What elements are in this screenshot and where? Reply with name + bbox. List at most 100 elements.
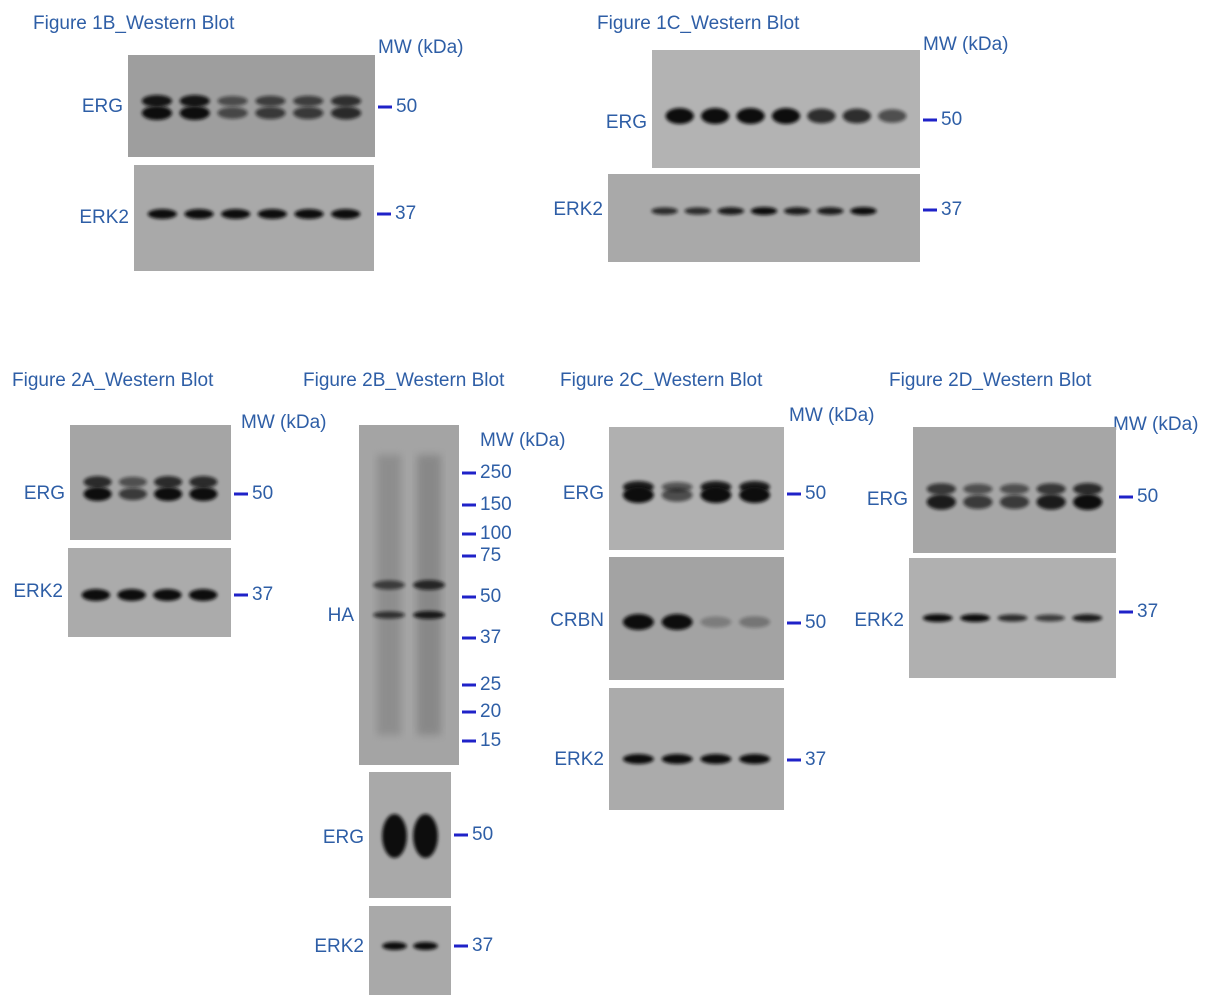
blot-image: [609, 427, 784, 550]
figure-title: Figure 1C_Western Blot: [597, 13, 800, 34]
mw-label: MW (kDa): [378, 37, 463, 58]
blot-image: [369, 906, 451, 995]
band: [413, 611, 445, 619]
blot-image: [359, 425, 459, 765]
band: [1000, 484, 1029, 495]
marker-label: 150: [480, 494, 512, 515]
blot-image: [369, 772, 451, 898]
band: [623, 487, 654, 503]
figure-title: Figure 2A_Western Blot: [12, 370, 214, 391]
band: [148, 209, 177, 219]
band: [1035, 614, 1065, 621]
marker-label: 50: [805, 483, 826, 504]
band: [294, 209, 323, 219]
band: [154, 487, 182, 501]
marker-label: 20: [480, 701, 501, 722]
band: [651, 207, 678, 214]
mw-label: MW (kDa): [1113, 414, 1198, 435]
band: [180, 95, 210, 107]
marker-label: 50: [396, 96, 417, 117]
band: [382, 814, 407, 858]
band: [84, 487, 112, 501]
marker-label: 37: [1137, 601, 1158, 622]
band: [331, 107, 361, 120]
band: [923, 614, 953, 622]
band: [331, 209, 360, 219]
band: [662, 488, 693, 501]
band: [751, 207, 778, 215]
marker-label: 25: [480, 674, 501, 695]
blot-image: [609, 688, 784, 810]
marker-label: 37: [252, 584, 273, 605]
band: [217, 107, 247, 119]
protein-label: ERG: [323, 827, 364, 848]
marker-label: 50: [805, 612, 826, 633]
band: [623, 754, 654, 764]
band: [927, 483, 956, 495]
marker-label: 50: [941, 109, 962, 130]
band: [784, 207, 811, 215]
band: [1036, 494, 1065, 509]
band: [217, 96, 247, 106]
band: [154, 476, 182, 488]
protein-label: ERK2: [854, 610, 904, 631]
blot-background: [609, 688, 784, 810]
protein-label: ERG: [24, 483, 65, 504]
band: [736, 108, 764, 124]
band: [772, 108, 800, 124]
band: [255, 107, 285, 119]
marker-label: 50: [1137, 486, 1158, 507]
band: [623, 614, 654, 630]
protein-label: ERK2: [554, 749, 604, 770]
marker-label: 37: [941, 199, 962, 220]
band: [963, 495, 992, 509]
marker-label: 15: [480, 730, 501, 751]
marker-label: 250: [480, 462, 512, 483]
band: [1073, 483, 1102, 495]
band: [255, 96, 285, 107]
blot-image: [652, 50, 920, 168]
band: [963, 484, 992, 495]
protein-label: ERG: [606, 112, 647, 133]
band: [718, 207, 745, 215]
marker-label: 50: [252, 483, 273, 504]
band: [998, 614, 1028, 621]
marker-label: 37: [395, 203, 416, 224]
figure-title: Figure 2C_Western Blot: [560, 370, 763, 391]
blot-image: [609, 557, 784, 680]
marker-label: 50: [472, 824, 493, 845]
band: [701, 108, 729, 124]
band: [1036, 483, 1065, 495]
band: [413, 814, 438, 858]
protein-label: ERG: [563, 483, 604, 504]
band: [180, 106, 210, 120]
blot-background: [369, 772, 451, 898]
mw-label: MW (kDa): [789, 405, 874, 426]
protein-label: ERG: [82, 96, 123, 117]
band: [843, 109, 871, 124]
band: [293, 107, 323, 119]
band: [184, 209, 213, 219]
blot-image: [608, 174, 920, 262]
band: [960, 614, 990, 622]
band: [878, 109, 906, 122]
band: [119, 477, 147, 488]
band: [684, 207, 711, 214]
band: [293, 96, 323, 107]
band: [1000, 495, 1029, 509]
protein-label: ERK2: [79, 207, 129, 228]
figure-title: Figure 2B_Western Blot: [303, 370, 505, 391]
blot-background: [359, 425, 459, 765]
band: [817, 207, 844, 215]
band: [258, 209, 287, 219]
marker-label: 37: [472, 935, 493, 956]
band: [662, 614, 693, 630]
band: [666, 108, 694, 124]
figure-title: Figure 2D_Western Blot: [889, 370, 1092, 391]
blot-image: [68, 548, 231, 637]
band: [84, 476, 112, 488]
figure-sheet: Figure 1B_Western BlotMW (kDa)ERG50ERK23…: [0, 0, 1215, 995]
mw-label: MW (kDa): [241, 412, 326, 433]
marker-label: 75: [480, 545, 501, 566]
blot-background: [608, 174, 920, 262]
